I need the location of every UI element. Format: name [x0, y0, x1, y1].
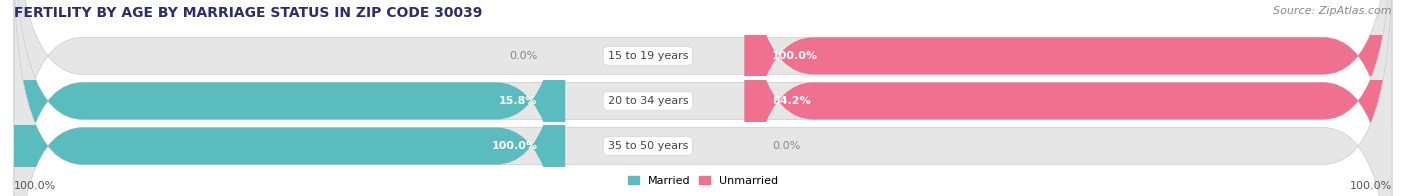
FancyBboxPatch shape — [14, 0, 1392, 196]
Text: 15 to 19 years: 15 to 19 years — [607, 51, 688, 61]
FancyBboxPatch shape — [14, 0, 1392, 196]
FancyBboxPatch shape — [744, 0, 1392, 196]
Text: 100.0%: 100.0% — [772, 51, 818, 61]
Text: 0.0%: 0.0% — [772, 141, 800, 151]
Text: 100.0%: 100.0% — [14, 181, 56, 191]
Text: 15.8%: 15.8% — [499, 96, 537, 106]
FancyBboxPatch shape — [14, 0, 1392, 196]
Text: 84.2%: 84.2% — [772, 96, 811, 106]
FancyBboxPatch shape — [744, 0, 1392, 196]
Text: 20 to 34 years: 20 to 34 years — [607, 96, 688, 106]
Text: 100.0%: 100.0% — [492, 141, 537, 151]
Text: 35 to 50 years: 35 to 50 years — [607, 141, 688, 151]
FancyBboxPatch shape — [14, 0, 565, 196]
Text: FERTILITY BY AGE BY MARRIAGE STATUS IN ZIP CODE 30039: FERTILITY BY AGE BY MARRIAGE STATUS IN Z… — [14, 6, 482, 20]
Legend: Married, Unmarried: Married, Unmarried — [623, 172, 783, 191]
Text: 0.0%: 0.0% — [509, 51, 537, 61]
Text: Source: ZipAtlas.com: Source: ZipAtlas.com — [1274, 6, 1392, 16]
Text: 100.0%: 100.0% — [1350, 181, 1392, 191]
FancyBboxPatch shape — [14, 0, 565, 196]
